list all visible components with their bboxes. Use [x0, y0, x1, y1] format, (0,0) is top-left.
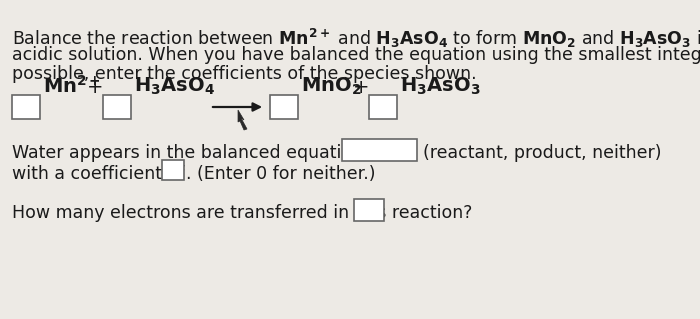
Bar: [270, 95, 298, 119]
Bar: [103, 95, 131, 119]
Text: $\mathbf{MnO_2}$: $\mathbf{MnO_2}$: [301, 76, 361, 97]
Polygon shape: [238, 110, 247, 130]
Text: +: +: [353, 78, 370, 97]
Text: Water appears in the balanced equation as a: Water appears in the balanced equation a…: [12, 144, 405, 162]
Text: How many electrons are transferred in this reaction?: How many electrons are transferred in th…: [12, 204, 472, 222]
Text: +: +: [87, 78, 104, 97]
Text: acidic solution. When you have balanced the equation using the smallest integers: acidic solution. When you have balanced …: [12, 46, 700, 64]
Text: Balance the reaction between: Balance the reaction between: [0, 318, 1, 319]
Text: $\mathbf{H_3AsO_4}$: $\mathbf{H_3AsO_4}$: [134, 76, 215, 97]
Bar: [354, 199, 384, 221]
Text: . (Enter 0 for neither.): . (Enter 0 for neither.): [186, 165, 375, 183]
Text: with a coefficient of: with a coefficient of: [12, 165, 184, 183]
Text: $\mathbf{Mn^{2+}}$: $\mathbf{Mn^{2+}}$: [43, 75, 101, 97]
Bar: [162, 160, 184, 180]
Text: Balance the reaction between $\mathbf{Mn}^{\mathbf{2+}}$ and $\mathbf{H_3AsO_4}$: Balance the reaction between $\mathbf{Mn…: [12, 27, 700, 50]
Text: (reactant, product, neither): (reactant, product, neither): [423, 144, 662, 162]
Bar: [12, 95, 40, 119]
Bar: [342, 139, 417, 161]
Text: possible, enter the coefficients of the species shown.: possible, enter the coefficients of the …: [12, 65, 477, 83]
Bar: [369, 95, 397, 119]
Text: $\mathbf{H_3AsO_3}$: $\mathbf{H_3AsO_3}$: [400, 76, 480, 97]
